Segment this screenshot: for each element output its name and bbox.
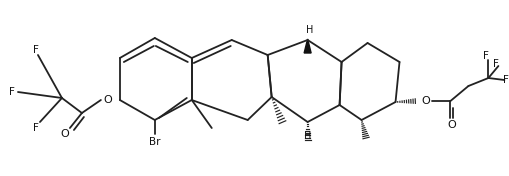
Text: H: H — [305, 25, 313, 35]
Text: F: F — [483, 51, 489, 61]
Text: H: H — [303, 131, 310, 141]
Polygon shape — [303, 39, 310, 53]
Text: F: F — [33, 45, 39, 55]
Text: F: F — [9, 87, 15, 97]
Text: Br: Br — [149, 137, 160, 147]
Text: O: O — [446, 120, 455, 130]
Text: F: F — [502, 75, 508, 85]
Text: F: F — [493, 59, 498, 69]
Text: O: O — [103, 95, 112, 105]
Text: F: F — [33, 123, 39, 133]
Text: O: O — [420, 96, 429, 106]
Text: O: O — [61, 129, 69, 139]
